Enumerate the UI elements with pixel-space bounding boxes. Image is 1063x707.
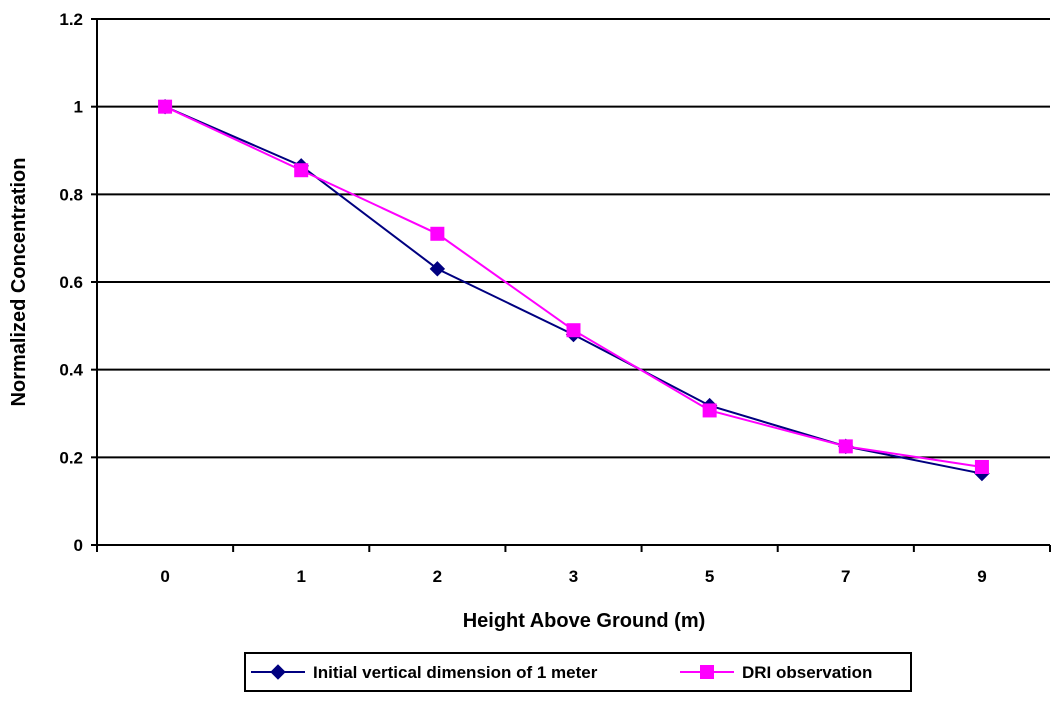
legend-label: DRI observation [742,663,872,682]
data-point [566,323,581,338]
legend-label: Initial vertical dimension of 1 meter [313,663,598,682]
data-point [294,163,309,178]
x-tick-label: 9 [977,567,986,586]
legend: Initial vertical dimension of 1 meter DRI… [244,652,912,692]
data-point [429,261,446,277]
y-axis-label: Normalized Concentration [8,158,30,407]
legend-marker [270,664,286,680]
legend-box [244,652,912,692]
y-tick-label: 1 [74,98,83,117]
grid-lines [97,18,1050,459]
x-axis-label: Height Above Ground (m) [463,610,706,632]
y-tick-label: 0.8 [59,185,83,204]
x-tick-label: 2 [433,567,442,586]
legend-item: Initial vertical dimension of 1 meter [251,663,598,682]
y-tick-label: 1.2 [59,10,83,29]
y-tick-label: 0 [74,536,83,555]
data-point [838,439,853,454]
data-point [702,403,717,418]
y-tick-label: 0.6 [59,273,83,292]
legend-marker [700,665,714,679]
x-tick-label: 5 [705,567,714,586]
x-tick-label: 7 [841,567,850,586]
series [157,98,990,482]
x-tick-labels: 0 1 2 3 5 7 9 [160,567,986,586]
x-tick-label: 0 [160,567,169,586]
x-tick-label: 3 [569,567,578,586]
series-1 [157,98,990,482]
y-tick-labels: 0 0.2 0.4 0.6 0.8 1 1.2 [59,10,83,555]
series-2 [158,99,989,474]
series-line [164,105,983,475]
x-tick-label: 1 [296,567,305,586]
legend-item: DRI observation [680,663,872,682]
y-tick-label: 0.4 [59,361,83,380]
axes [91,18,1051,552]
data-point [974,459,989,474]
data-point [430,226,445,241]
y-tick-label: 0.2 [59,448,83,467]
data-point [158,99,173,114]
